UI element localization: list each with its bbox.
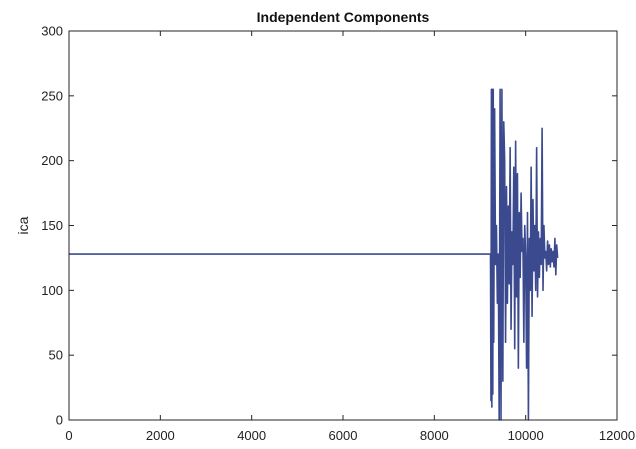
series-line [69,88,559,421]
x-tick-label: 12000 [599,428,635,443]
axis-ticks: 0 2000 4000 6000 8000 10000 12000 0 50 100 150 200 2… [41,24,635,444]
y-tick-label: 0 [56,413,63,428]
chart-title: Independent Components [257,9,430,25]
y-tick-label: 100 [41,283,63,298]
x-tick-label: 4000 [237,428,266,443]
y-tick-label: 300 [41,24,63,39]
series-layer [69,88,559,421]
y-tick-label: 200 [41,153,63,168]
y-tick-label: 250 [41,88,63,103]
plot-area [69,31,617,420]
x-tick-label: 2000 [146,428,175,443]
x-tick-label: 8000 [420,428,449,443]
y-tick-label: 50 [49,348,63,363]
y-tick-label: 150 [41,218,63,233]
x-tick-label: 10000 [508,428,544,443]
y-axis-label: ica [15,216,31,234]
x-tick-label: 6000 [329,428,358,443]
x-tick-label: 0 [65,428,72,443]
